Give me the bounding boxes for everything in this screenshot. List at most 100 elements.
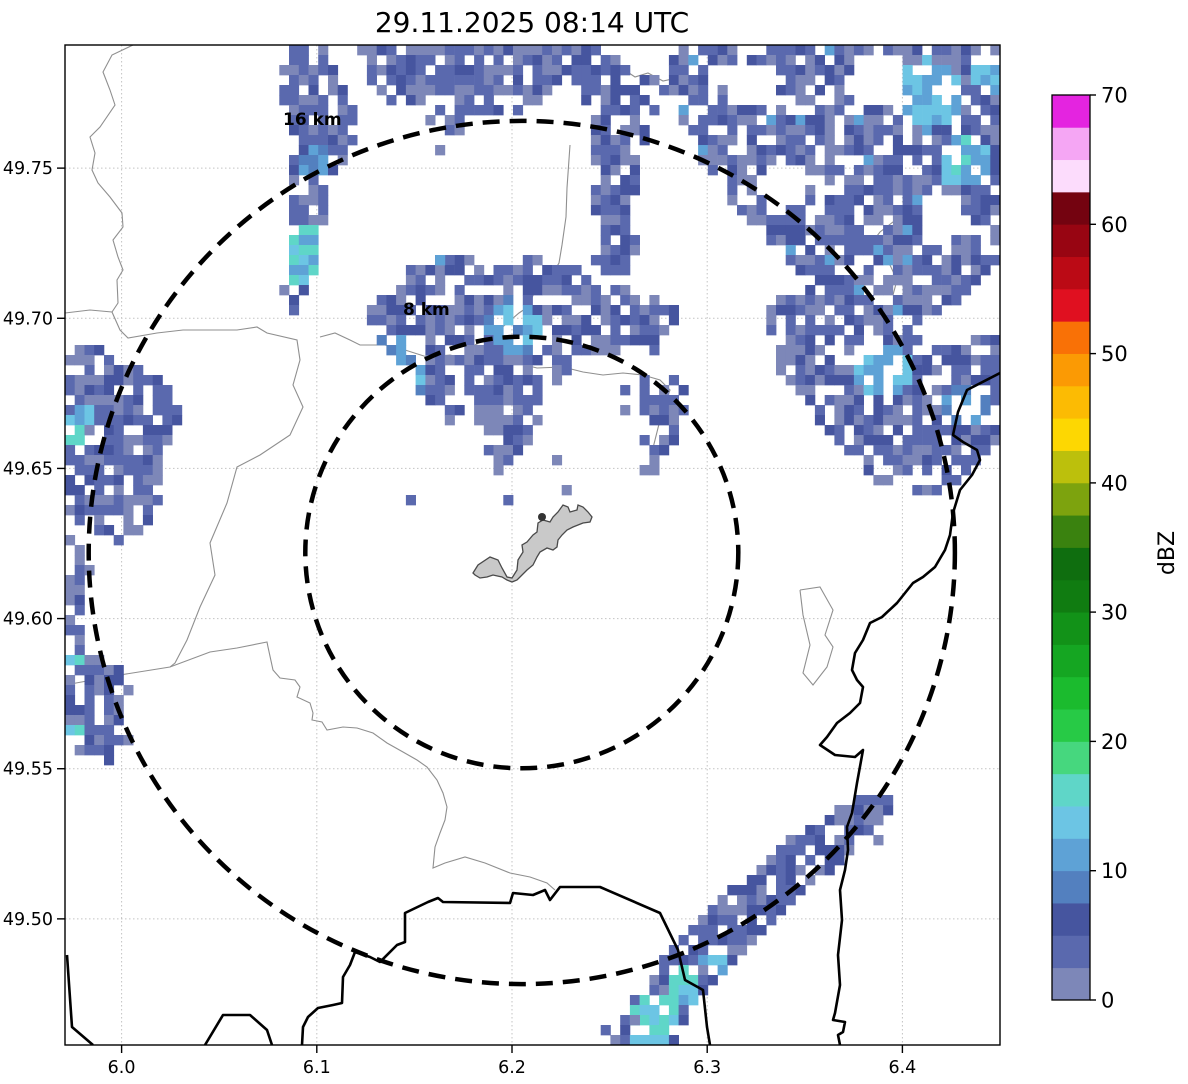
precip-cell (834, 435, 845, 446)
precip-cell (776, 235, 787, 246)
precip-cell (892, 415, 903, 426)
precip-cell (980, 105, 991, 116)
precip-cell (883, 435, 894, 446)
precip-cell (649, 1015, 660, 1026)
precip-cell (142, 515, 153, 526)
precip-cell (824, 845, 835, 856)
precip-cell (707, 55, 718, 66)
colorbar-segment (1052, 579, 1090, 613)
precip-cell (493, 265, 504, 276)
precip-cell (483, 275, 494, 286)
precip-cell (133, 455, 144, 466)
precip-cell (892, 275, 903, 286)
precip-cell (912, 395, 923, 406)
precip-cell (513, 265, 524, 276)
precip-cell (922, 255, 933, 266)
precip-cell (805, 345, 816, 356)
precip-cell (113, 715, 124, 726)
precip-cell (94, 655, 105, 666)
precip-cell (396, 285, 407, 296)
colorbar-segment (1052, 870, 1090, 904)
precip-cell (931, 385, 942, 396)
precip-cell (912, 115, 923, 126)
precip-cell (814, 215, 825, 226)
precip-cell (961, 145, 972, 156)
colorbar-segment (1052, 806, 1090, 839)
precip-cell (328, 165, 339, 176)
precip-cell (834, 325, 845, 336)
precip-cell (873, 835, 884, 846)
colorbar-segment (1052, 159, 1090, 193)
precip-cell (883, 805, 894, 816)
precip-cell (74, 465, 85, 476)
precip-cell (931, 305, 942, 316)
precip-cell (318, 155, 329, 166)
precip-cell (785, 145, 796, 156)
precip-cell (600, 245, 611, 256)
precip-cell (94, 495, 105, 506)
precip-cell (766, 865, 777, 876)
precip-cell (289, 245, 300, 256)
precip-cell (961, 345, 972, 356)
plot-title: 29.11.2025 08:14 UTC (375, 6, 689, 39)
precip-cell (74, 625, 85, 636)
precip-cell (883, 325, 894, 336)
precip-cell (620, 405, 631, 416)
precip-cell (474, 295, 485, 306)
precip-cell (824, 105, 835, 116)
precip-cell (824, 165, 835, 176)
precip-cell (74, 555, 85, 566)
precip-cell (65, 725, 76, 736)
precip-cell (756, 925, 767, 936)
precip-cell (902, 185, 913, 196)
precip-cell (824, 395, 835, 406)
precip-cell (65, 475, 76, 486)
precip-cell (737, 935, 748, 946)
precip-cell (435, 395, 446, 406)
precip-cell (142, 435, 153, 446)
precip-cell (396, 65, 407, 76)
precip-cell (493, 335, 504, 346)
precip-cell (795, 145, 806, 156)
precip-cell (853, 325, 864, 336)
precip-cell (961, 435, 972, 446)
precip-cell (853, 285, 864, 296)
precip-cell (805, 365, 816, 376)
precip-cell (678, 55, 689, 66)
precip-cell (727, 945, 738, 956)
colorbar-segment (1052, 256, 1090, 290)
colorbar-tick-label: 60 (1101, 213, 1128, 237)
precip-cell (951, 295, 962, 306)
precip-cell (844, 335, 855, 346)
precip-cell (376, 315, 387, 326)
precip-cell (123, 435, 134, 446)
precip-cell (532, 275, 543, 286)
precip-cell (990, 335, 1000, 346)
precip-cell (522, 405, 533, 416)
precip-cell (883, 175, 894, 186)
precip-cell (834, 85, 845, 96)
precip-cell (766, 145, 777, 156)
precip-cell (698, 915, 709, 926)
precip-cell (649, 975, 660, 986)
precip-cell (610, 335, 621, 346)
colorbar-segment (1052, 741, 1090, 775)
precip-cell (834, 285, 845, 296)
precip-cell (863, 455, 874, 466)
precip-cell (513, 85, 524, 96)
city-area (472, 504, 593, 583)
precip-cell (532, 305, 543, 316)
precip-cell (308, 75, 319, 86)
precip-cell (386, 55, 397, 66)
precip-cell (435, 255, 446, 266)
precip-cell (610, 255, 621, 266)
precip-cell (123, 395, 134, 406)
precip-cell (561, 355, 572, 366)
precip-cell (795, 125, 806, 136)
precip-cell (474, 105, 485, 116)
precip-cell (308, 225, 319, 236)
precip-cell (902, 195, 913, 206)
precip-cell (571, 285, 582, 296)
precip-cell (863, 155, 874, 166)
precip-cell (552, 265, 563, 276)
